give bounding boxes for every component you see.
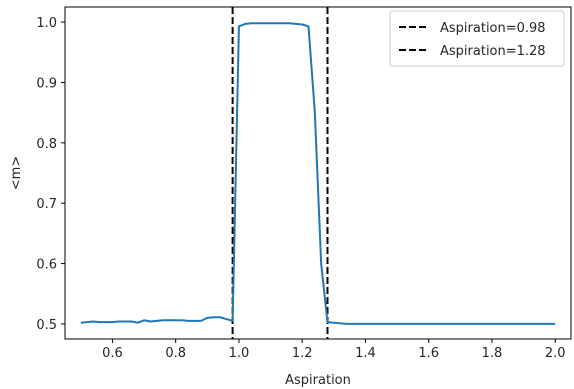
y-tick-label-2: 0.7 (36, 197, 57, 212)
x-axis-label: Aspiration (285, 373, 351, 388)
axes (64, 6, 572, 340)
legend: Aspiration=0.98 Aspiration=1.28 (389, 10, 565, 67)
x-tick-label-2: 1.0 (229, 346, 250, 361)
legend-label-0: Aspiration=0.98 (440, 21, 546, 36)
y-tick-label-4: 0.9 (36, 76, 57, 91)
y-tick-label-5: 1.0 (36, 16, 57, 31)
legend-box (389, 10, 565, 67)
series-layer (80, 22, 556, 325)
x-tick-label-1: 0.8 (165, 346, 186, 361)
y-axis-label: <m> (9, 156, 24, 190)
x-tick-label-4: 1.4 (355, 346, 376, 361)
y-tick-label-1: 0.6 (36, 258, 57, 273)
x-tick-label-3: 1.2 (292, 346, 313, 361)
legend-label-1: Aspiration=1.28 (440, 44, 546, 59)
x-tick-label-6: 1.8 (482, 346, 503, 361)
x-tick-label-5: 1.6 (418, 346, 439, 361)
plot-frame (64, 6, 572, 340)
x-tick-label-0: 0.6 (102, 346, 123, 361)
x-tick-label-7: 2.0 (545, 346, 566, 361)
series-line-0 (80, 22, 556, 325)
ticks: 0.6 0.8 1.0 1.2 1.4 1.6 1.8 2.0 0.5 0.6 0.7 0.8 0.9 1… (36, 16, 565, 361)
y-tick-label-3: 0.8 (36, 137, 57, 152)
y-tick-label-0: 0.5 (36, 318, 57, 333)
